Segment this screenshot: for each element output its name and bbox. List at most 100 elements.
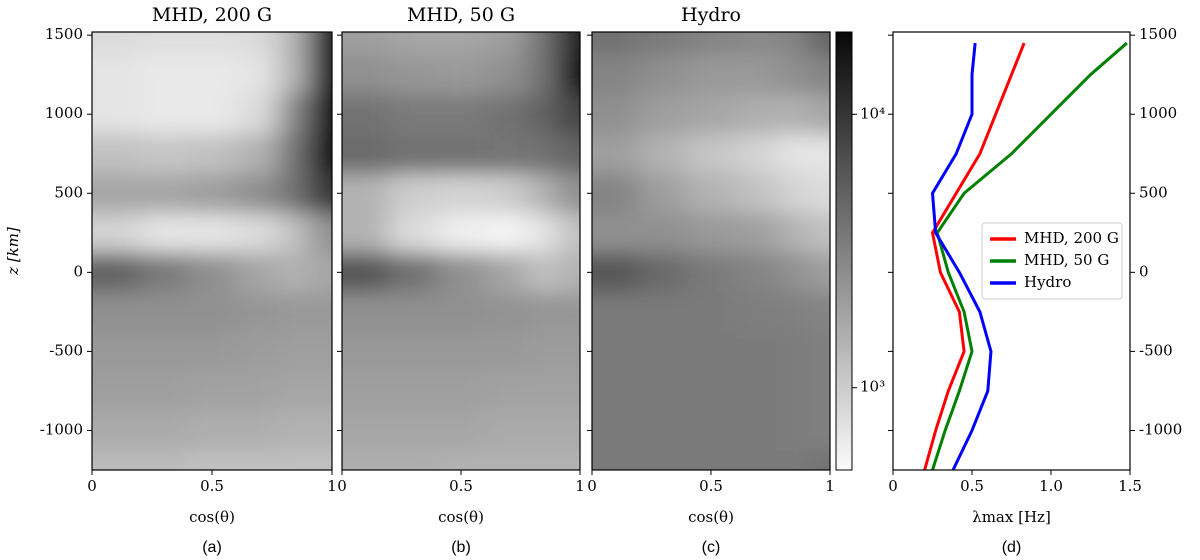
y-tick-label: 0 bbox=[1139, 262, 1149, 280]
heat-cell bbox=[484, 450, 527, 470]
heat-cell bbox=[437, 292, 486, 333]
heat-cell bbox=[310, 54, 332, 95]
colorbar bbox=[835, 31, 853, 471]
heat-cell bbox=[278, 371, 311, 412]
heat-cell bbox=[526, 252, 560, 293]
x-axis-label: cos(θ) bbox=[438, 508, 484, 526]
panel-caption: (b) bbox=[451, 539, 471, 556]
heat-cell bbox=[526, 32, 560, 56]
y-tick-label: 1500 bbox=[45, 25, 83, 43]
heat-cell bbox=[484, 173, 527, 214]
heat-cell bbox=[558, 32, 580, 56]
heat-cell bbox=[342, 252, 391, 293]
heat-cell bbox=[639, 213, 688, 254]
x-tick-label: 0 bbox=[87, 477, 97, 495]
heat-cell bbox=[92, 450, 141, 470]
heat-cell bbox=[687, 371, 736, 412]
heat-cell bbox=[734, 32, 777, 56]
heat-cell bbox=[734, 54, 777, 95]
heat-cell bbox=[776, 213, 810, 254]
heat-cell bbox=[687, 410, 736, 451]
heat-cell bbox=[342, 371, 391, 412]
heat-cell bbox=[808, 371, 830, 412]
heat-cell bbox=[236, 292, 279, 333]
heat-cell bbox=[687, 450, 736, 470]
heat-cell bbox=[639, 54, 688, 95]
heat-cell bbox=[188, 133, 237, 175]
heat-cell bbox=[639, 292, 688, 333]
heat-cell bbox=[734, 173, 777, 214]
panel-title: MHD, 200 G bbox=[152, 4, 272, 26]
heat-cell bbox=[734, 94, 777, 135]
heat-cell bbox=[808, 292, 830, 333]
heat-cell bbox=[526, 133, 560, 175]
heat-cell bbox=[389, 410, 438, 451]
x-tick-label: 0 bbox=[587, 477, 597, 495]
heat-cell bbox=[92, 371, 141, 412]
heat-cell bbox=[808, 213, 830, 254]
heat-cell bbox=[592, 54, 641, 95]
heat-cell bbox=[92, 410, 141, 451]
heat-cell bbox=[526, 54, 560, 95]
heat-cell bbox=[526, 410, 560, 451]
y-tick-label: 1000 bbox=[45, 104, 83, 122]
heat-cell bbox=[342, 292, 391, 333]
heat-cell bbox=[484, 331, 527, 372]
heat-cell bbox=[140, 213, 189, 254]
heat-cell bbox=[592, 32, 641, 56]
heat-cell bbox=[592, 133, 641, 175]
y-tick-label: -500 bbox=[1139, 341, 1173, 359]
series-line bbox=[923, 42, 1026, 470]
heat-cell bbox=[776, 54, 810, 95]
heat-cell bbox=[776, 94, 810, 135]
heat-cell bbox=[310, 173, 332, 214]
heat-cell bbox=[342, 32, 391, 56]
y-tick-label: 1000 bbox=[1139, 104, 1177, 122]
heat-cell bbox=[236, 213, 279, 254]
heat-cell bbox=[437, 213, 486, 254]
heat-cell bbox=[278, 410, 311, 451]
heat-cell bbox=[188, 173, 237, 214]
heat-cell bbox=[278, 54, 311, 95]
heat-cell bbox=[484, 292, 527, 333]
heat-cell bbox=[592, 331, 641, 372]
heat-cell bbox=[140, 410, 189, 451]
heat-cell bbox=[140, 94, 189, 135]
heat-cell bbox=[592, 94, 641, 135]
heat-cell bbox=[342, 54, 391, 95]
heatmap-cells bbox=[342, 32, 580, 470]
x-tick-label: 0 bbox=[888, 477, 898, 495]
heat-cell bbox=[526, 292, 560, 333]
heat-cell bbox=[437, 252, 486, 293]
heat-cell bbox=[808, 331, 830, 372]
heat-cell bbox=[92, 213, 141, 254]
y-tick-label: 500 bbox=[54, 183, 83, 201]
heat-cell bbox=[808, 450, 830, 470]
heat-cell bbox=[437, 94, 486, 135]
heat-cell bbox=[92, 252, 141, 293]
heat-cell bbox=[140, 292, 189, 333]
heatmap-cells bbox=[92, 32, 332, 470]
heat-cell bbox=[437, 133, 486, 175]
heat-cell bbox=[734, 450, 777, 470]
legend-box bbox=[981, 222, 1123, 300]
heat-cell bbox=[687, 94, 736, 135]
heat-cell bbox=[188, 252, 237, 293]
heat-cell bbox=[92, 292, 141, 333]
heat-cell bbox=[639, 94, 688, 135]
heat-cell bbox=[776, 32, 810, 56]
heat-cell bbox=[808, 410, 830, 451]
heat-cell bbox=[342, 331, 391, 372]
heat-cell bbox=[639, 331, 688, 372]
panel-title: MHD, 50 G bbox=[407, 4, 515, 26]
heat-cell bbox=[437, 54, 486, 95]
series-line bbox=[931, 41, 1128, 470]
heat-cell bbox=[776, 292, 810, 333]
heat-cell bbox=[389, 292, 438, 333]
heat-cell bbox=[437, 450, 486, 470]
heat-cell bbox=[236, 94, 279, 135]
heat-cell bbox=[342, 133, 391, 175]
heat-cell bbox=[278, 94, 311, 135]
heat-cell bbox=[92, 54, 141, 95]
heatmap-cells bbox=[592, 32, 830, 470]
